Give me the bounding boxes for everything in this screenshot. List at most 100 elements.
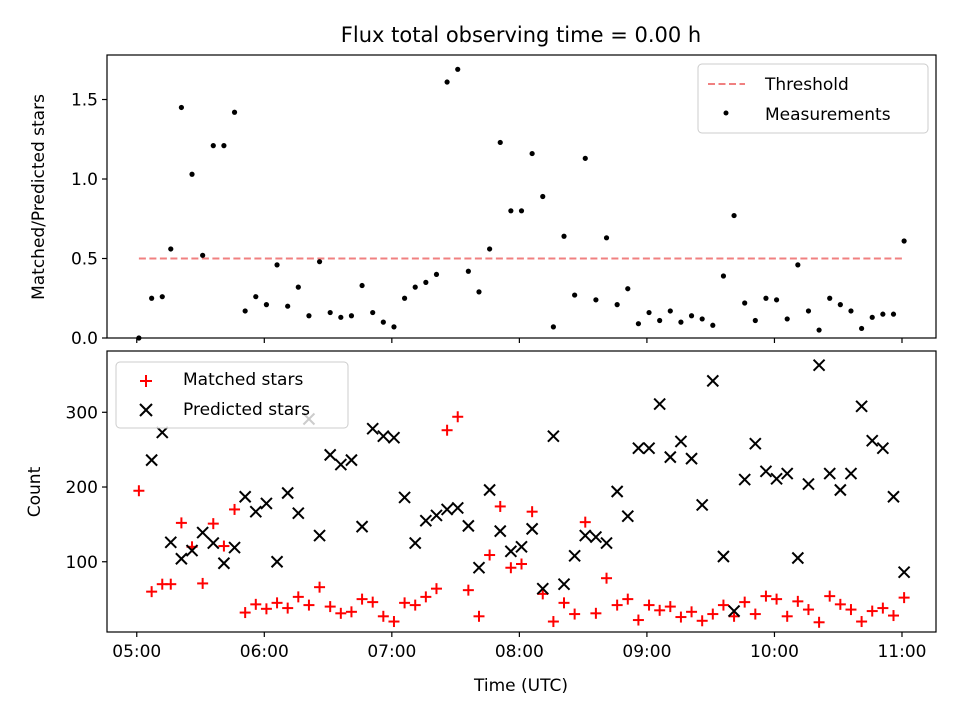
measurement-point	[603, 235, 610, 241]
measurement-point	[348, 313, 355, 319]
matched-star-point	[335, 607, 347, 619]
predicted-star-point	[568, 549, 581, 562]
counts-marks	[133, 358, 911, 628]
measurement-point	[859, 325, 865, 332]
measurement-point	[667, 308, 673, 314]
counts-y-tick-label: 300	[66, 403, 98, 423]
measurement-point	[200, 252, 206, 258]
matched-star-point	[579, 516, 591, 528]
measurement-point	[699, 316, 705, 322]
measurement-point	[582, 155, 588, 161]
matched-star-point	[834, 598, 846, 610]
measurement-point	[848, 308, 854, 314]
predicted-star-point	[504, 545, 518, 558]
measurement-point	[688, 313, 695, 319]
matched-legend-label: Matched stars	[183, 370, 303, 390]
predicted-star-point	[238, 490, 252, 503]
matched-star-point	[739, 596, 751, 608]
x-tick-label: 06:00	[240, 642, 289, 662]
measurement-point	[508, 208, 514, 214]
measurement-point	[423, 279, 429, 285]
matched-star-point	[717, 599, 729, 611]
matched-star-point	[377, 610, 389, 622]
measurement-point	[263, 302, 270, 308]
matched-star-point	[802, 604, 814, 616]
predicted-star-point	[260, 497, 273, 510]
matched-star-point	[760, 590, 772, 602]
predicted-star-point	[547, 429, 560, 443]
measurement-point	[370, 309, 376, 316]
measurement-point	[742, 300, 748, 306]
matched-star-point	[558, 597, 570, 609]
predicted-star-point	[557, 577, 571, 591]
matched-star-point	[462, 584, 474, 596]
predicted-star-point	[249, 505, 263, 518]
measurement-point	[795, 262, 801, 268]
matched-star-point	[165, 578, 177, 590]
matched-star-point	[866, 605, 878, 617]
matched-star-point	[601, 572, 613, 584]
ratio-marks	[136, 66, 907, 341]
matched-star-point	[771, 593, 783, 605]
measurement-point	[646, 309, 652, 316]
measurement-point	[529, 150, 535, 157]
ratio-panel-frame	[106, 54, 937, 339]
x-tick-label: 08:00	[495, 642, 544, 662]
matched-star-point	[824, 590, 836, 602]
matched-star-point	[728, 610, 740, 622]
predicted-star-point	[844, 467, 858, 480]
predicted-star-point	[451, 501, 464, 515]
measurement-point	[231, 109, 238, 115]
x-axis-label: Time (UTC)	[473, 676, 568, 696]
measurement-point	[285, 303, 291, 309]
predicted-star-point	[579, 529, 592, 542]
predicted-star-point	[653, 397, 666, 411]
measurement-point	[901, 238, 907, 244]
measurement-point	[168, 246, 174, 252]
predicted-star-point	[632, 441, 645, 455]
ratio-y-tick-label: 0.0	[71, 329, 98, 349]
measurement-point	[518, 208, 525, 214]
measurement-point	[316, 259, 323, 265]
ratio-y-tick-label: 1.0	[71, 170, 98, 190]
measurement-point	[880, 311, 886, 317]
matched-star-point	[845, 604, 857, 616]
matched-star-point	[664, 601, 676, 613]
ratio-y-axis-label: Matched/Predicted stars	[29, 94, 49, 300]
predicted-star-point	[313, 529, 326, 542]
predicted-star-point	[185, 544, 199, 557]
predicted-star-point	[270, 555, 284, 568]
counts-legend-box	[115, 361, 349, 429]
matched-star-point	[590, 607, 602, 619]
predicted-star-point	[759, 465, 773, 478]
matched-star-point	[686, 606, 698, 618]
predicted-star-point	[430, 509, 443, 522]
measurement-point	[253, 294, 259, 300]
predicted-star-point	[345, 453, 358, 467]
matched-star-point	[146, 586, 158, 598]
measurement-point	[678, 319, 684, 325]
predicted-star-point	[664, 450, 677, 464]
x-tick-label: 05:00	[112, 642, 161, 662]
chart-title: Flux total observing time = 0.00 h	[341, 23, 701, 47]
measurement-point	[476, 289, 482, 295]
matched-star-point	[505, 562, 517, 574]
measurement-point	[338, 314, 344, 320]
predicted-star-point	[812, 358, 826, 372]
measurement-point	[540, 193, 546, 200]
matched-star-point	[813, 616, 825, 628]
predicted-star-point	[398, 491, 411, 504]
measurement-point	[827, 295, 833, 301]
measurement-point	[763, 295, 769, 301]
predicted-star-point	[536, 582, 549, 595]
predicted-star-point	[175, 552, 188, 565]
measurement-point	[465, 268, 471, 274]
measurement-point	[433, 271, 440, 278]
measurement-point	[455, 66, 461, 72]
matched-star-point	[133, 485, 145, 497]
predicted-star-point	[292, 506, 305, 520]
counts-y-tick-label: 200	[66, 478, 98, 498]
measurement-point	[773, 297, 780, 303]
measurement-point	[635, 321, 642, 327]
ratio-y-tick-label: 0.5	[71, 250, 98, 270]
